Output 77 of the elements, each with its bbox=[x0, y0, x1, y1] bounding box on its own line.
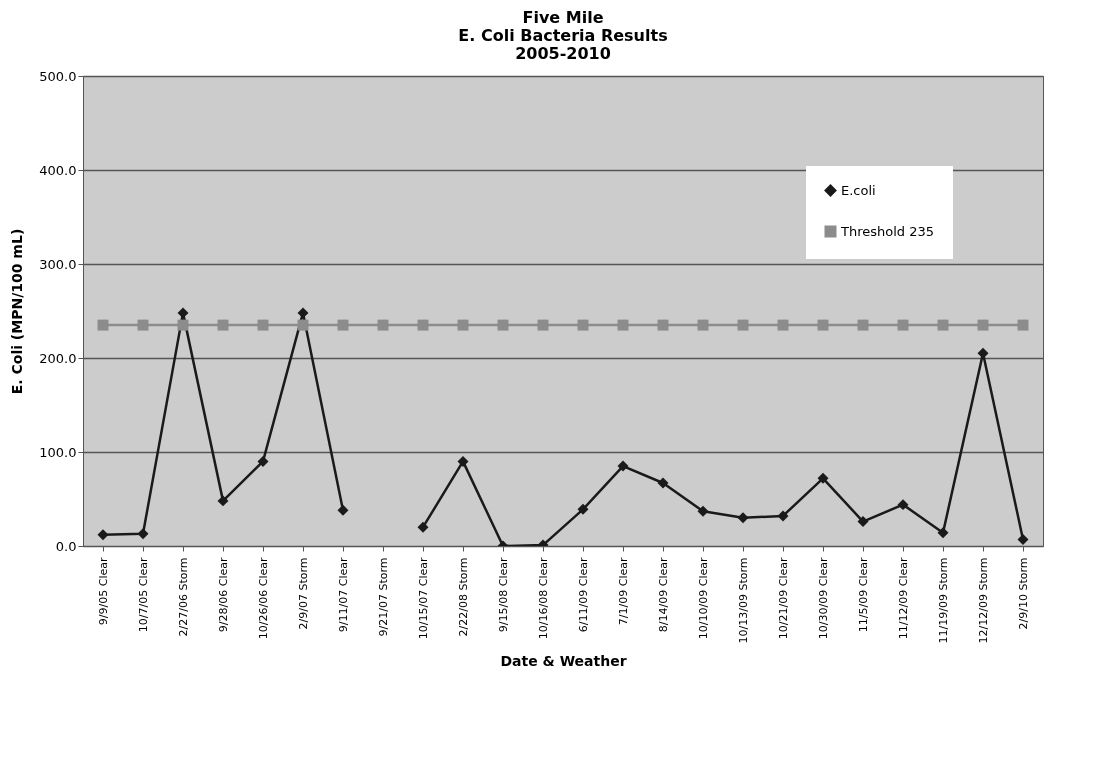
x-tick-label: 9/9/05 Clear bbox=[96, 557, 110, 626]
x-tick-label: 8/14/09 Clear bbox=[656, 557, 670, 633]
point bbox=[977, 319, 989, 331]
point bbox=[937, 319, 949, 331]
point bbox=[657, 477, 669, 489]
point bbox=[217, 319, 229, 331]
x-tick-label: 9/28/06 Clear bbox=[216, 557, 230, 633]
x-tick-label: 10/10/09 Clear bbox=[696, 557, 710, 640]
point bbox=[1017, 319, 1029, 331]
legend-label: Threshold 235 bbox=[840, 223, 935, 239]
point bbox=[337, 504, 349, 516]
point bbox=[497, 319, 509, 331]
point bbox=[177, 319, 189, 331]
point bbox=[897, 319, 909, 331]
x-tick-label: 10/16/08 Clear bbox=[536, 557, 550, 640]
x-tick-label: 2/9/10 Storm bbox=[1016, 557, 1030, 630]
point bbox=[97, 319, 109, 331]
point bbox=[217, 495, 229, 507]
point bbox=[777, 319, 789, 331]
x-tick-label: 9/11/07 Clear bbox=[336, 557, 350, 633]
point bbox=[537, 319, 549, 331]
x-tick-label: 10/15/07 Clear bbox=[416, 557, 430, 640]
point bbox=[817, 319, 829, 331]
x-tick-label: 10/7/05 Clear bbox=[136, 557, 150, 633]
x-tick-label: 11/12/09 Clear bbox=[896, 557, 910, 640]
x-tick-label: 2/9/07 Storm bbox=[296, 557, 310, 630]
point bbox=[297, 319, 309, 331]
point bbox=[377, 319, 389, 331]
x-tick-label: 9/15/08 Clear bbox=[496, 557, 510, 633]
point bbox=[937, 527, 949, 539]
point bbox=[417, 521, 429, 533]
point bbox=[257, 319, 269, 331]
point bbox=[697, 319, 709, 331]
point bbox=[577, 503, 589, 515]
point bbox=[337, 319, 349, 331]
y-tick-label: 0.0 bbox=[55, 538, 77, 554]
x-tick-label: 7/1/09 Clear bbox=[616, 557, 630, 626]
point bbox=[857, 516, 869, 528]
point bbox=[617, 319, 629, 331]
y-tick-label: 100.0 bbox=[39, 444, 77, 460]
x-tick-label: 12/12/09 Storm bbox=[976, 557, 990, 644]
point bbox=[257, 455, 269, 467]
point bbox=[897, 499, 909, 511]
point bbox=[657, 319, 669, 331]
chart-title: Five Mile E. Coli Bacteria Results 2005-2010 bbox=[458, 8, 668, 63]
point bbox=[1017, 533, 1029, 545]
point bbox=[857, 319, 869, 331]
point bbox=[577, 319, 589, 331]
point bbox=[457, 319, 469, 331]
point bbox=[777, 510, 789, 522]
x-tick-label: 10/13/09 Storm bbox=[736, 557, 750, 644]
x-tick-label: 9/21/07 Storm bbox=[376, 557, 390, 637]
x-tick-label: 6/11/09 Clear bbox=[576, 557, 590, 633]
x-tick-label: 2/27/06 Storm bbox=[176, 557, 190, 637]
point bbox=[417, 319, 429, 331]
y-tick-label: 300.0 bbox=[39, 256, 77, 272]
point bbox=[697, 505, 709, 517]
point bbox=[737, 319, 749, 331]
y-tick-label: 200.0 bbox=[39, 350, 77, 366]
point bbox=[617, 460, 629, 472]
x-tick-label: 10/30/09 Clear bbox=[816, 557, 830, 640]
x-tick-label: 11/19/09 Storm bbox=[936, 557, 950, 644]
point bbox=[817, 472, 829, 484]
y-axis-title: E. Coli (MPN/100 mL) bbox=[9, 228, 26, 395]
y-tick-label: 400.0 bbox=[39, 162, 77, 178]
legend-label: E.coli bbox=[841, 182, 876, 198]
x-tick-label: 11/5/09 Clear bbox=[856, 557, 870, 633]
x-axis-title: Date & Weather bbox=[500, 653, 627, 670]
point bbox=[97, 529, 109, 541]
x-tick-label: 10/26/06 Clear bbox=[256, 557, 270, 640]
point bbox=[737, 512, 749, 524]
y-tick-label: 500.0 bbox=[39, 68, 77, 84]
x-tick-label: 2/22/08 Storm bbox=[456, 557, 470, 637]
point bbox=[457, 455, 469, 467]
point bbox=[137, 319, 149, 331]
point bbox=[137, 528, 149, 540]
x-tick-label: 10/21/09 Clear bbox=[776, 557, 790, 640]
